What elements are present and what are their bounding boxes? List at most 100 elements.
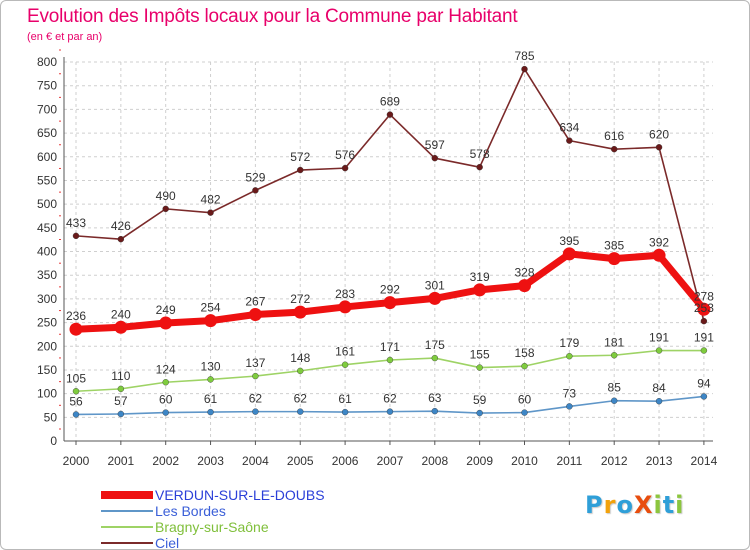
- y-tick-label: 550: [37, 173, 57, 187]
- data-label-verdun-sur-le-doubs: 392: [649, 235, 669, 249]
- data-label-ciel: 433: [66, 216, 86, 230]
- data-label-les-bordes: 84: [652, 381, 666, 395]
- data-label-verdun-sur-le-doubs: 240: [111, 307, 131, 321]
- x-tick-label: 2007: [377, 454, 404, 468]
- data-point-ciel: [207, 209, 214, 216]
- x-tick-label: 2013: [646, 454, 673, 468]
- data-point-les-bordes: [207, 408, 214, 416]
- data-point-bragny-sur-sa-ne: [386, 356, 394, 364]
- data-point-verdun-sur-le-doubs: [293, 305, 307, 319]
- data-point-verdun-sur-le-doubs: [428, 291, 442, 305]
- data-label-verdun-sur-le-doubs: 236: [66, 309, 86, 323]
- logo-letter: o: [616, 491, 634, 519]
- data-point-ciel: [162, 205, 169, 213]
- data-label-ciel: 490: [156, 189, 176, 203]
- x-tick-label: 2002: [152, 454, 179, 468]
- data-label-ciel: 785: [514, 49, 534, 63]
- data-point-les-bordes: [117, 410, 125, 418]
- data-point-verdun-sur-le-doubs: [383, 296, 397, 310]
- data-label-bragny-sur-sa-ne: 124: [156, 362, 176, 376]
- data-label-les-bordes: 60: [518, 393, 532, 407]
- y-tick-label: 450: [37, 221, 57, 235]
- data-label-verdun-sur-le-doubs: 328: [514, 266, 534, 280]
- y-tick-label: 650: [37, 126, 57, 140]
- data-point-bragny-sur-sa-ne: [611, 352, 618, 359]
- proxiti-logo: ProXiti: [585, 491, 684, 519]
- logo-letter: i: [653, 491, 663, 519]
- data-point-ciel: [431, 154, 438, 162]
- data-label-les-bordes: 62: [383, 392, 397, 406]
- data-label-bragny-sur-sa-ne: 191: [649, 331, 669, 345]
- data-label-bragny-sur-sa-ne: 148: [290, 351, 310, 365]
- chart-title: Evolution des Impôts locaux pour la Comm…: [27, 6, 518, 27]
- legend-swatch: [101, 510, 153, 512]
- x-tick-label: 2010: [511, 454, 538, 468]
- y-tick-label: 800: [37, 55, 57, 69]
- data-label-ciel: 253: [694, 301, 714, 315]
- data-label-verdun-sur-le-doubs: 395: [559, 234, 579, 248]
- data-point-les-bordes: [431, 407, 438, 415]
- data-label-ciel: 597: [425, 138, 445, 152]
- data-point-les-bordes: [162, 409, 169, 416]
- data-point-verdun-sur-le-doubs: [248, 308, 262, 322]
- data-label-ciel: 634: [559, 121, 579, 135]
- data-point-verdun-sur-le-doubs: [562, 247, 576, 261]
- y-tick-label: 750: [37, 79, 57, 93]
- data-point-bragny-sur-sa-ne: [252, 372, 259, 380]
- data-label-les-bordes: 60: [159, 393, 173, 407]
- data-point-bragny-sur-sa-ne: [341, 361, 349, 368]
- data-label-verdun-sur-le-doubs: 283: [335, 287, 355, 301]
- data-point-les-bordes: [297, 408, 304, 415]
- data-point-bragny-sur-sa-ne: [162, 379, 169, 386]
- y-tick-label: 500: [37, 197, 57, 211]
- data-point-ciel: [117, 235, 125, 243]
- legend-swatch: [101, 526, 153, 528]
- logo-letter: X: [633, 491, 654, 519]
- x-tick-label: 2000: [63, 454, 90, 468]
- data-point-ciel: [611, 145, 618, 153]
- data-label-verdun-sur-le-doubs: 301: [425, 278, 445, 292]
- data-label-verdun-sur-le-doubs: 249: [156, 303, 176, 317]
- data-label-bragny-sur-sa-ne: 171: [380, 340, 400, 354]
- data-label-bragny-sur-sa-ne: 158: [514, 346, 534, 360]
- data-label-les-bordes: 57: [114, 394, 128, 408]
- data-point-verdun-sur-le-doubs: [607, 252, 621, 266]
- data-point-verdun-sur-le-doubs: [652, 248, 666, 262]
- data-label-bragny-sur-sa-ne: 130: [201, 359, 221, 373]
- legend-label: Bragny-sur-Saône: [155, 519, 269, 535]
- data-point-les-bordes: [521, 409, 528, 416]
- data-label-les-bordes: 62: [249, 392, 263, 406]
- y-tick-label: 100: [37, 387, 57, 401]
- x-tick-label: 2005: [287, 454, 314, 468]
- data-point-verdun-sur-le-doubs: [338, 300, 352, 314]
- data-point-les-bordes: [72, 411, 80, 418]
- data-point-ciel: [700, 317, 708, 325]
- data-point-ciel: [521, 65, 528, 73]
- data-label-bragny-sur-sa-ne: 179: [559, 336, 579, 350]
- x-tick-label: 2012: [601, 454, 628, 468]
- data-point-bragny-sur-sa-ne: [297, 367, 304, 375]
- data-point-bragny-sur-sa-ne: [566, 352, 573, 360]
- y-tick-label: 400: [37, 245, 57, 259]
- data-point-bragny-sur-sa-ne: [476, 364, 483, 371]
- data-label-les-bordes: 61: [338, 392, 352, 406]
- data-label-ciel: 689: [380, 95, 400, 109]
- data-point-verdun-sur-le-doubs: [518, 279, 531, 293]
- data-label-verdun-sur-le-doubs: 319: [470, 270, 490, 284]
- data-point-bragny-sur-sa-ne: [117, 385, 125, 393]
- y-tick-label: 300: [37, 292, 57, 306]
- data-label-verdun-sur-le-doubs: 385: [604, 239, 624, 253]
- x-tick-label: 2008: [421, 454, 448, 468]
- data-point-verdun-sur-le-doubs: [473, 283, 487, 297]
- data-label-bragny-sur-sa-ne: 191: [694, 331, 714, 345]
- data-label-les-bordes: 85: [608, 381, 622, 395]
- x-tick-label: 2003: [197, 454, 224, 468]
- data-point-ciel: [566, 137, 573, 144]
- chart-subtitle: (en € et par an): [27, 31, 103, 43]
- data-label-ciel: 572: [290, 150, 310, 164]
- data-point-verdun-sur-le-doubs: [697, 302, 711, 316]
- data-label-bragny-sur-sa-ne: 155: [470, 348, 490, 362]
- y-tick-label: 250: [37, 316, 57, 330]
- logo-letter: i: [675, 491, 685, 519]
